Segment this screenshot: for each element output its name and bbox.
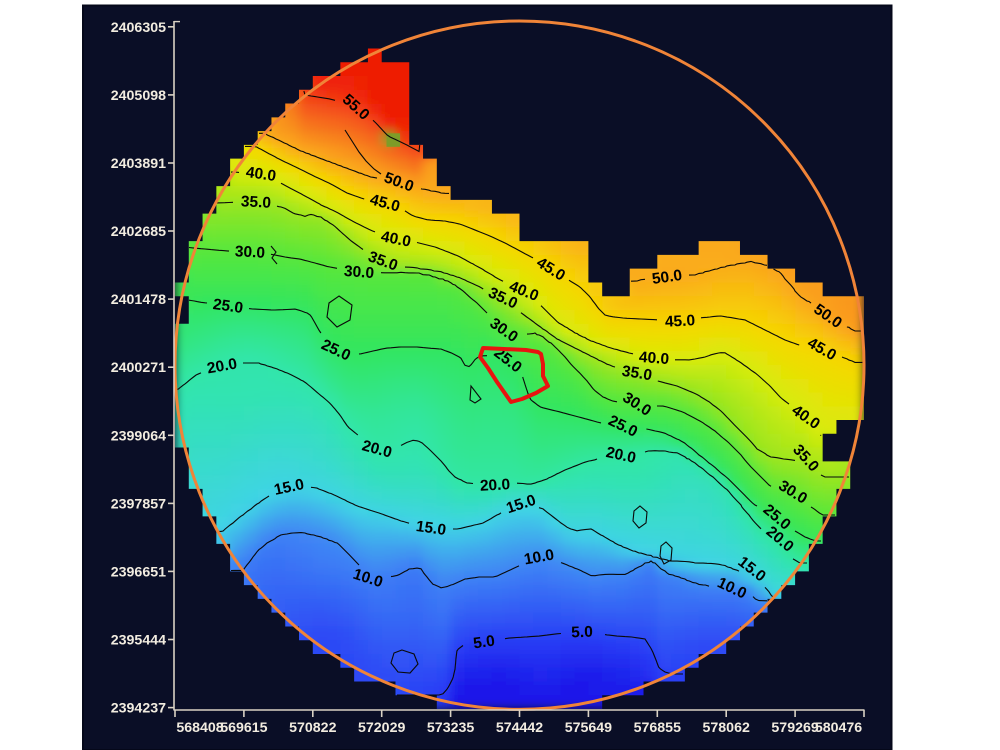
svg-text:2394237: 2394237 (111, 701, 166, 717)
svg-text:578062: 578062 (703, 720, 750, 736)
svg-text:570822: 570822 (289, 720, 336, 736)
svg-text:579269: 579269 (771, 720, 818, 736)
svg-text:573235: 573235 (427, 720, 474, 736)
svg-text:2405098: 2405098 (111, 88, 166, 104)
svg-text:50.0: 50.0 (651, 267, 683, 288)
svg-text:569615: 569615 (220, 720, 267, 736)
svg-text:35.0: 35.0 (621, 363, 653, 385)
svg-text:572029: 572029 (358, 720, 405, 736)
svg-text:25.0: 25.0 (212, 296, 244, 317)
svg-text:2402685: 2402685 (111, 224, 166, 240)
svg-text:40.0: 40.0 (379, 228, 412, 250)
svg-text:2400271: 2400271 (111, 360, 166, 376)
svg-text:15.0: 15.0 (273, 476, 306, 499)
svg-text:2403891: 2403891 (111, 156, 166, 172)
svg-text:580476: 580476 (815, 720, 862, 736)
svg-text:15.0: 15.0 (415, 518, 447, 539)
svg-text:574442: 574442 (496, 720, 543, 736)
svg-text:30.0: 30.0 (234, 243, 265, 262)
svg-text:35.0: 35.0 (240, 193, 271, 212)
svg-text:576855: 576855 (634, 720, 681, 736)
svg-text:10.0: 10.0 (523, 547, 556, 569)
svg-text:2397857: 2397857 (111, 496, 166, 512)
svg-text:20.0: 20.0 (206, 356, 239, 378)
svg-text:575649: 575649 (565, 720, 612, 736)
svg-text:5.0: 5.0 (571, 624, 593, 642)
svg-text:2401478: 2401478 (111, 292, 166, 308)
svg-text:45.0: 45.0 (665, 312, 696, 331)
svg-text:20.0: 20.0 (480, 476, 511, 495)
svg-text:30.0: 30.0 (343, 263, 374, 282)
svg-text:20.0: 20.0 (604, 444, 637, 467)
svg-text:40.0: 40.0 (638, 349, 669, 368)
svg-text:568408: 568408 (176, 720, 223, 736)
svg-text:40.0: 40.0 (245, 164, 277, 185)
svg-text:5.0: 5.0 (472, 633, 496, 653)
svg-text:2406305: 2406305 (111, 20, 166, 36)
svg-text:2395444: 2395444 (111, 633, 166, 649)
svg-text:2399064: 2399064 (111, 428, 166, 444)
svg-text:2396651: 2396651 (111, 564, 166, 580)
